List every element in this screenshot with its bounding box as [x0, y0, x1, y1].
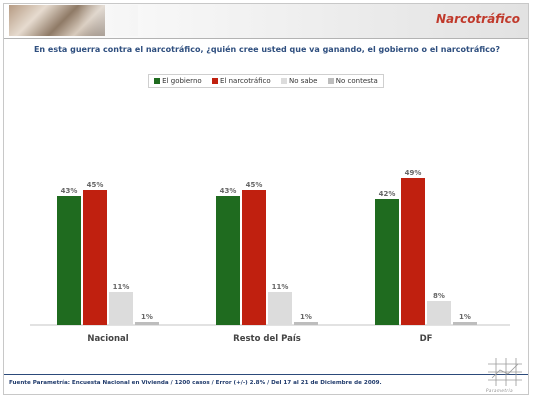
legend-item-gobierno: El gobierno — [154, 77, 202, 85]
legend-label: El narcotráfico — [220, 77, 271, 85]
legend-swatch — [327, 78, 334, 84]
chart-question: En esta guerra contra el narcotráfico, ¿… — [33, 45, 501, 54]
header-divider — [4, 38, 528, 39]
data-label: 45% — [87, 181, 104, 189]
data-label: 43% — [61, 187, 78, 195]
data-label: 1% — [141, 313, 153, 321]
category-label: DF — [420, 334, 433, 344]
category-label: Resto del País — [233, 334, 301, 344]
data-label: 43% — [220, 187, 237, 195]
bar — [216, 196, 240, 325]
header-photo-fade — [78, 5, 138, 36]
bar — [453, 322, 477, 325]
bar — [242, 190, 266, 325]
legend-item-narcotrafico: El narcotráfico — [212, 77, 271, 85]
footer-source: Fuente Parametría: Encuesta Nacional en … — [9, 380, 382, 386]
bar — [57, 196, 81, 325]
legend-swatch — [212, 78, 219, 84]
slide-title: Narcotráfico — [436, 12, 520, 26]
data-label: 1% — [459, 313, 471, 321]
legend-swatch — [154, 78, 161, 84]
data-label: 49% — [405, 169, 422, 177]
legend-swatch — [281, 78, 287, 84]
chart-legend: El gobierno El narcotráfico No sabe No c… — [148, 74, 384, 88]
legend-label: El gobierno — [162, 77, 202, 85]
bar — [268, 292, 292, 325]
data-label: 1% — [300, 313, 312, 321]
bar — [83, 190, 107, 325]
data-label: 42% — [379, 190, 396, 198]
data-label: 8% — [433, 292, 445, 300]
legend-item-no-sabe: No sabe — [281, 77, 317, 85]
legend-item-no-contesta: No contesta — [327, 77, 378, 85]
data-label: 45% — [246, 181, 263, 189]
bar — [427, 301, 451, 325]
logo-text: Parametría — [486, 388, 514, 393]
bar — [294, 322, 318, 325]
category-label: Nacional — [87, 334, 128, 344]
legend-label: No contesta — [335, 77, 378, 85]
bar — [375, 199, 399, 325]
bar — [135, 322, 159, 325]
data-label: 11% — [113, 283, 130, 291]
bar — [401, 178, 425, 325]
data-label: 11% — [272, 283, 289, 291]
footer-divider — [4, 374, 528, 375]
parametria-logo-icon — [488, 358, 522, 386]
legend-label: No sabe — [289, 77, 318, 85]
bar — [109, 292, 133, 325]
